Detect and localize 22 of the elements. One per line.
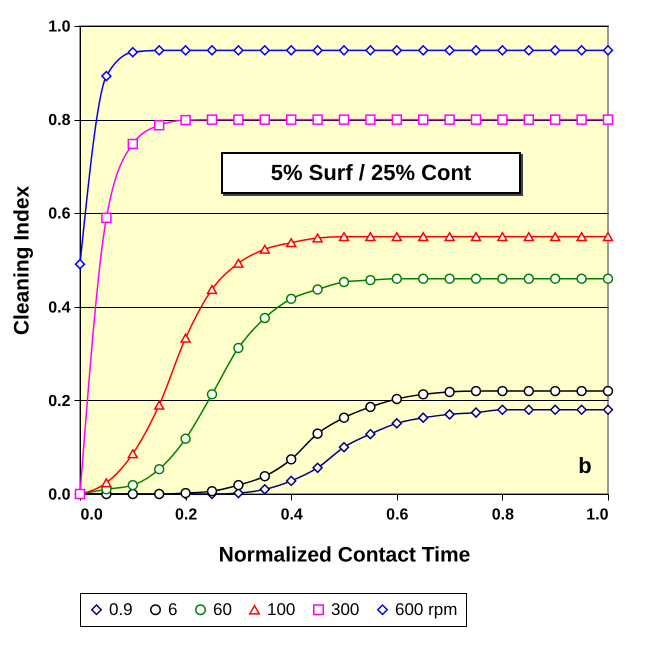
- legend-label: 300: [331, 600, 360, 619]
- legend-label: 6: [168, 600, 178, 619]
- y-tick-label: 0.4: [48, 299, 71, 316]
- y-tick-label: 0.8: [48, 112, 71, 130]
- x-tick-label: 0.2: [174, 506, 198, 524]
- x-tick-label: 0.6: [386, 506, 409, 524]
- x-tick-label: 1.0: [586, 506, 609, 524]
- legend-label: 0.9: [109, 600, 133, 619]
- x-tick-label: 0.0: [80, 506, 103, 524]
- legend-label: 600 rpm: [395, 600, 458, 619]
- legend-label: 100: [267, 600, 296, 619]
- x-tick-label: 0.4: [280, 506, 303, 524]
- y-tick-label: 0.2: [48, 392, 71, 410]
- y-tick-label: 0.6: [48, 206, 71, 223]
- y-axis-title: Cleaning Index: [10, 186, 34, 336]
- text-box: 5% Surf / 25% Cont: [221, 152, 521, 194]
- x-axis-title: Normalized Contact Time: [218, 544, 470, 566]
- x-tick-label: 0.8: [492, 506, 514, 524]
- annotation: b: [578, 453, 592, 478]
- y-tick-label: 0.0: [48, 486, 71, 504]
- legend-label: 60: [213, 600, 232, 619]
- y-tick-label: 1.0: [48, 18, 71, 36]
